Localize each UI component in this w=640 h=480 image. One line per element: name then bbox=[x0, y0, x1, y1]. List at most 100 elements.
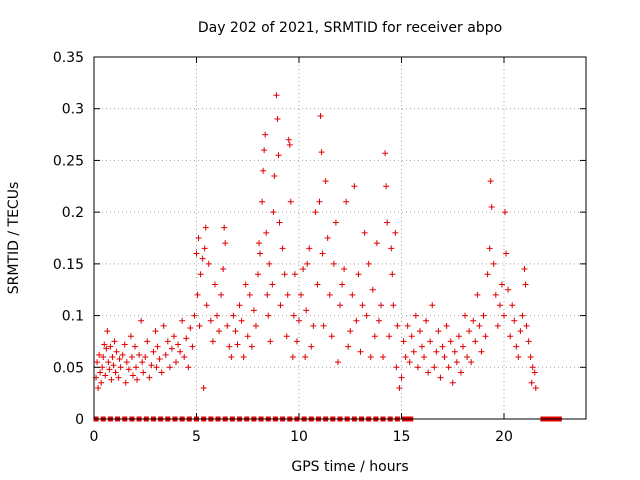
data-point-marker bbox=[103, 345, 110, 352]
data-point-marker bbox=[111, 338, 118, 345]
data-point-marker bbox=[271, 172, 278, 179]
data-point-marker bbox=[319, 250, 326, 257]
data-point-marker bbox=[220, 266, 227, 273]
data-point-marker bbox=[129, 372, 136, 379]
data-point-marker bbox=[273, 92, 280, 99]
data-point-marker bbox=[238, 317, 245, 324]
x-axis-label: GPS time / hours bbox=[291, 459, 408, 475]
data-point-marker bbox=[527, 353, 534, 360]
data-point-marker bbox=[132, 343, 138, 350]
data-point-marker bbox=[173, 359, 179, 366]
data-point-marker bbox=[125, 366, 132, 373]
data-point-marker bbox=[304, 260, 311, 267]
data-point-marker bbox=[324, 235, 331, 241]
data-point-marker bbox=[203, 302, 210, 309]
data-point-marker bbox=[400, 338, 407, 345]
data-point-marker bbox=[102, 372, 109, 379]
grid-lines bbox=[94, 57, 586, 419]
data-point-marker bbox=[390, 302, 397, 309]
data-point-marker bbox=[275, 152, 282, 159]
data-point-marker bbox=[375, 317, 382, 324]
data-point-marker bbox=[224, 322, 231, 329]
data-point-marker bbox=[284, 291, 291, 298]
data-point-marker bbox=[455, 333, 462, 340]
data-point-marker bbox=[466, 328, 473, 335]
data-point-marker bbox=[230, 312, 237, 319]
data-point-marker bbox=[189, 343, 196, 350]
data-point-marker bbox=[382, 150, 389, 157]
data-point-marker bbox=[476, 322, 483, 329]
data-point-marker bbox=[199, 255, 206, 262]
data-point-marker bbox=[285, 136, 292, 143]
data-point-marker bbox=[353, 317, 360, 324]
data-point-marker bbox=[154, 343, 161, 350]
data-point-marker bbox=[492, 291, 499, 298]
data-point-marker bbox=[302, 353, 309, 360]
data-point-marker bbox=[511, 317, 518, 324]
data-point-marker bbox=[361, 229, 368, 236]
x-tick-label: 10 bbox=[290, 429, 308, 445]
data-point-marker bbox=[259, 198, 266, 205]
data-point-marker bbox=[261, 147, 268, 154]
data-point-marker bbox=[521, 266, 528, 273]
data-point-marker bbox=[205, 260, 212, 267]
data-point-marker bbox=[168, 345, 175, 352]
data-point-marker bbox=[303, 307, 310, 314]
data-point-marker bbox=[110, 362, 117, 369]
data-point-marker bbox=[406, 359, 413, 366]
data-point-marker bbox=[279, 245, 286, 252]
data-point-marker bbox=[177, 348, 184, 355]
data-point-marker bbox=[449, 379, 456, 386]
data-point-marker bbox=[222, 240, 229, 247]
data-point-marker bbox=[257, 250, 264, 257]
data-point-marker bbox=[393, 364, 400, 371]
data-point-marker bbox=[351, 183, 358, 190]
data-point-marker bbox=[318, 149, 325, 156]
data-point-marker bbox=[104, 328, 111, 335]
data-point-marker bbox=[185, 364, 192, 371]
data-point-marker bbox=[160, 322, 167, 329]
plot-frame bbox=[93, 56, 587, 420]
x-tick-label: 20 bbox=[495, 429, 513, 445]
data-point-marker bbox=[337, 302, 343, 309]
data-point-marker bbox=[322, 178, 329, 185]
data-point-marker bbox=[425, 369, 432, 376]
data-point-marker bbox=[523, 322, 530, 329]
data-point-marker bbox=[202, 224, 209, 231]
data-point-marker bbox=[113, 348, 120, 355]
data-point-marker bbox=[140, 369, 147, 376]
data-point-marker bbox=[170, 333, 177, 340]
data-point-marker bbox=[312, 209, 319, 216]
axis-ticks: 0 5 10 15 20 0 0.05 0.1 0.15 0.2 0.25 0.3 0.35 bbox=[53, 50, 586, 445]
data-point-marker bbox=[320, 322, 327, 329]
data-point-marker bbox=[341, 266, 348, 273]
data-point-marker bbox=[460, 343, 466, 350]
data-point-marker bbox=[287, 198, 294, 205]
data-point-marker bbox=[265, 312, 272, 319]
data-point-marker bbox=[117, 364, 124, 371]
data-point-marker bbox=[191, 312, 198, 319]
data-point-marker bbox=[252, 322, 259, 329]
data-point-marker bbox=[363, 312, 370, 319]
data-point-marker bbox=[298, 291, 305, 298]
data-point-marker bbox=[266, 260, 273, 267]
data-point-marker bbox=[246, 291, 253, 298]
data-point-marker bbox=[528, 379, 535, 386]
data-point-marker bbox=[250, 307, 257, 314]
data-point-marker bbox=[330, 260, 337, 267]
data-point-marker bbox=[515, 353, 522, 360]
data-point-marker bbox=[310, 322, 317, 329]
data-point-marker bbox=[412, 312, 419, 319]
data-point-marker bbox=[378, 302, 384, 309]
data-point-marker bbox=[122, 379, 129, 386]
data-point-marker bbox=[480, 312, 487, 319]
data-point-marker bbox=[109, 353, 116, 360]
data-point-marker bbox=[332, 219, 339, 226]
data-point-marker bbox=[462, 312, 469, 319]
data-point-marker bbox=[194, 291, 201, 298]
data-point-marker bbox=[343, 198, 350, 205]
y-axis-label: SRMTID / TECUs bbox=[6, 182, 22, 295]
y-tick-label: 0.3 bbox=[62, 102, 84, 118]
data-point-marker bbox=[439, 343, 446, 350]
